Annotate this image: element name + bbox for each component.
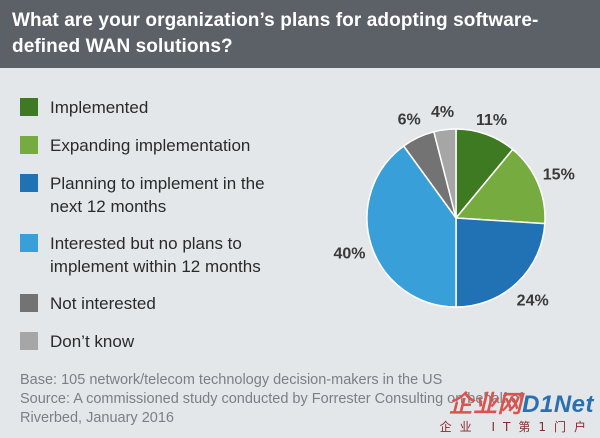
pie-label-interested: 40% [333,246,365,263]
legend-label: Don’t know [50,330,310,353]
footer-notes: Base: 105 network/telecom technology dec… [20,371,580,428]
footer-source-cont: Riverbed, January 2016 [20,410,174,426]
pie-label-dont-know: 4% [431,104,454,121]
legend-label-line: Interested but no plans to [50,234,242,253]
legend-swatch [20,174,38,192]
chart-title-line-2: defined WAN solutions? [12,36,233,57]
legend-item-not-interested: Not interested [20,292,310,315]
chart-title: What are your organization’s plans for a… [12,8,572,60]
watermark-subtext: 企业 IT第1门户 [439,420,594,434]
legend-item-implemented: Implemented [20,96,310,119]
legend-label-line: implement within 12 months [50,257,261,276]
pie-label-planning: 24% [517,293,549,310]
legend-swatch [20,136,38,154]
legend-label: Not interested [50,292,310,315]
legend-swatch [20,98,38,116]
chart-title-line-1: What are your organization’s plans for a… [12,10,539,31]
watermark-text-a: 企业网 [448,391,523,418]
legend-label-line: Planning to implement in the [50,174,265,193]
footer-base: Base: 105 network/telecom technology dec… [20,372,443,388]
legend-swatch [20,332,38,350]
pie-slice-dont-know [432,128,457,219]
legend-label: Planning to implement in the next 12 mon… [50,172,310,218]
legend-label-line: Expanding implementation [50,136,251,155]
legend-swatch [20,294,38,312]
legend-label-line: Not interested [50,294,156,313]
legend-label: Implemented [50,96,310,119]
legend-item-expanding: Expanding implementation [20,134,310,157]
legend-item-interested: Interested but no plans to implement wit… [20,232,310,278]
pie-slice-expanding [454,148,546,225]
footer-source: Source: A commissioned study conducted b… [20,391,523,407]
pie-slice-interested [366,144,457,308]
legend-label-line: Implemented [50,98,149,117]
legend-item-dont-know: Don’t know [20,330,310,353]
pie-label-not-interested: 6% [398,112,421,129]
pie-label-implemented: 11% [476,112,507,129]
legend-label: Expanding implementation [50,134,310,157]
watermark-logo: 企业网D1Net 企业 IT第1门户 [440,393,594,435]
legend-label-line: next 12 months [50,197,167,216]
pie-chart-svg: 11% 15% 24% 40% 6% 4% [333,104,575,310]
watermark-brand: 企业网D1Net [440,393,594,417]
watermark-text-b: D1Net [522,391,594,418]
legend-label-line: Don’t know [50,332,135,351]
legend-swatch [20,234,38,252]
pie-chart: 11% 15% 24% 40% 6% 4% [300,104,600,324]
pie-slice-planning [455,217,546,308]
legend-label: Interested but no plans to implement wit… [50,232,310,278]
title-bar: What are your organization’s plans for a… [0,0,600,68]
pie-label-expanding: 15% [543,167,575,184]
legend-item-planning: Planning to implement in the next 12 mon… [20,172,310,218]
